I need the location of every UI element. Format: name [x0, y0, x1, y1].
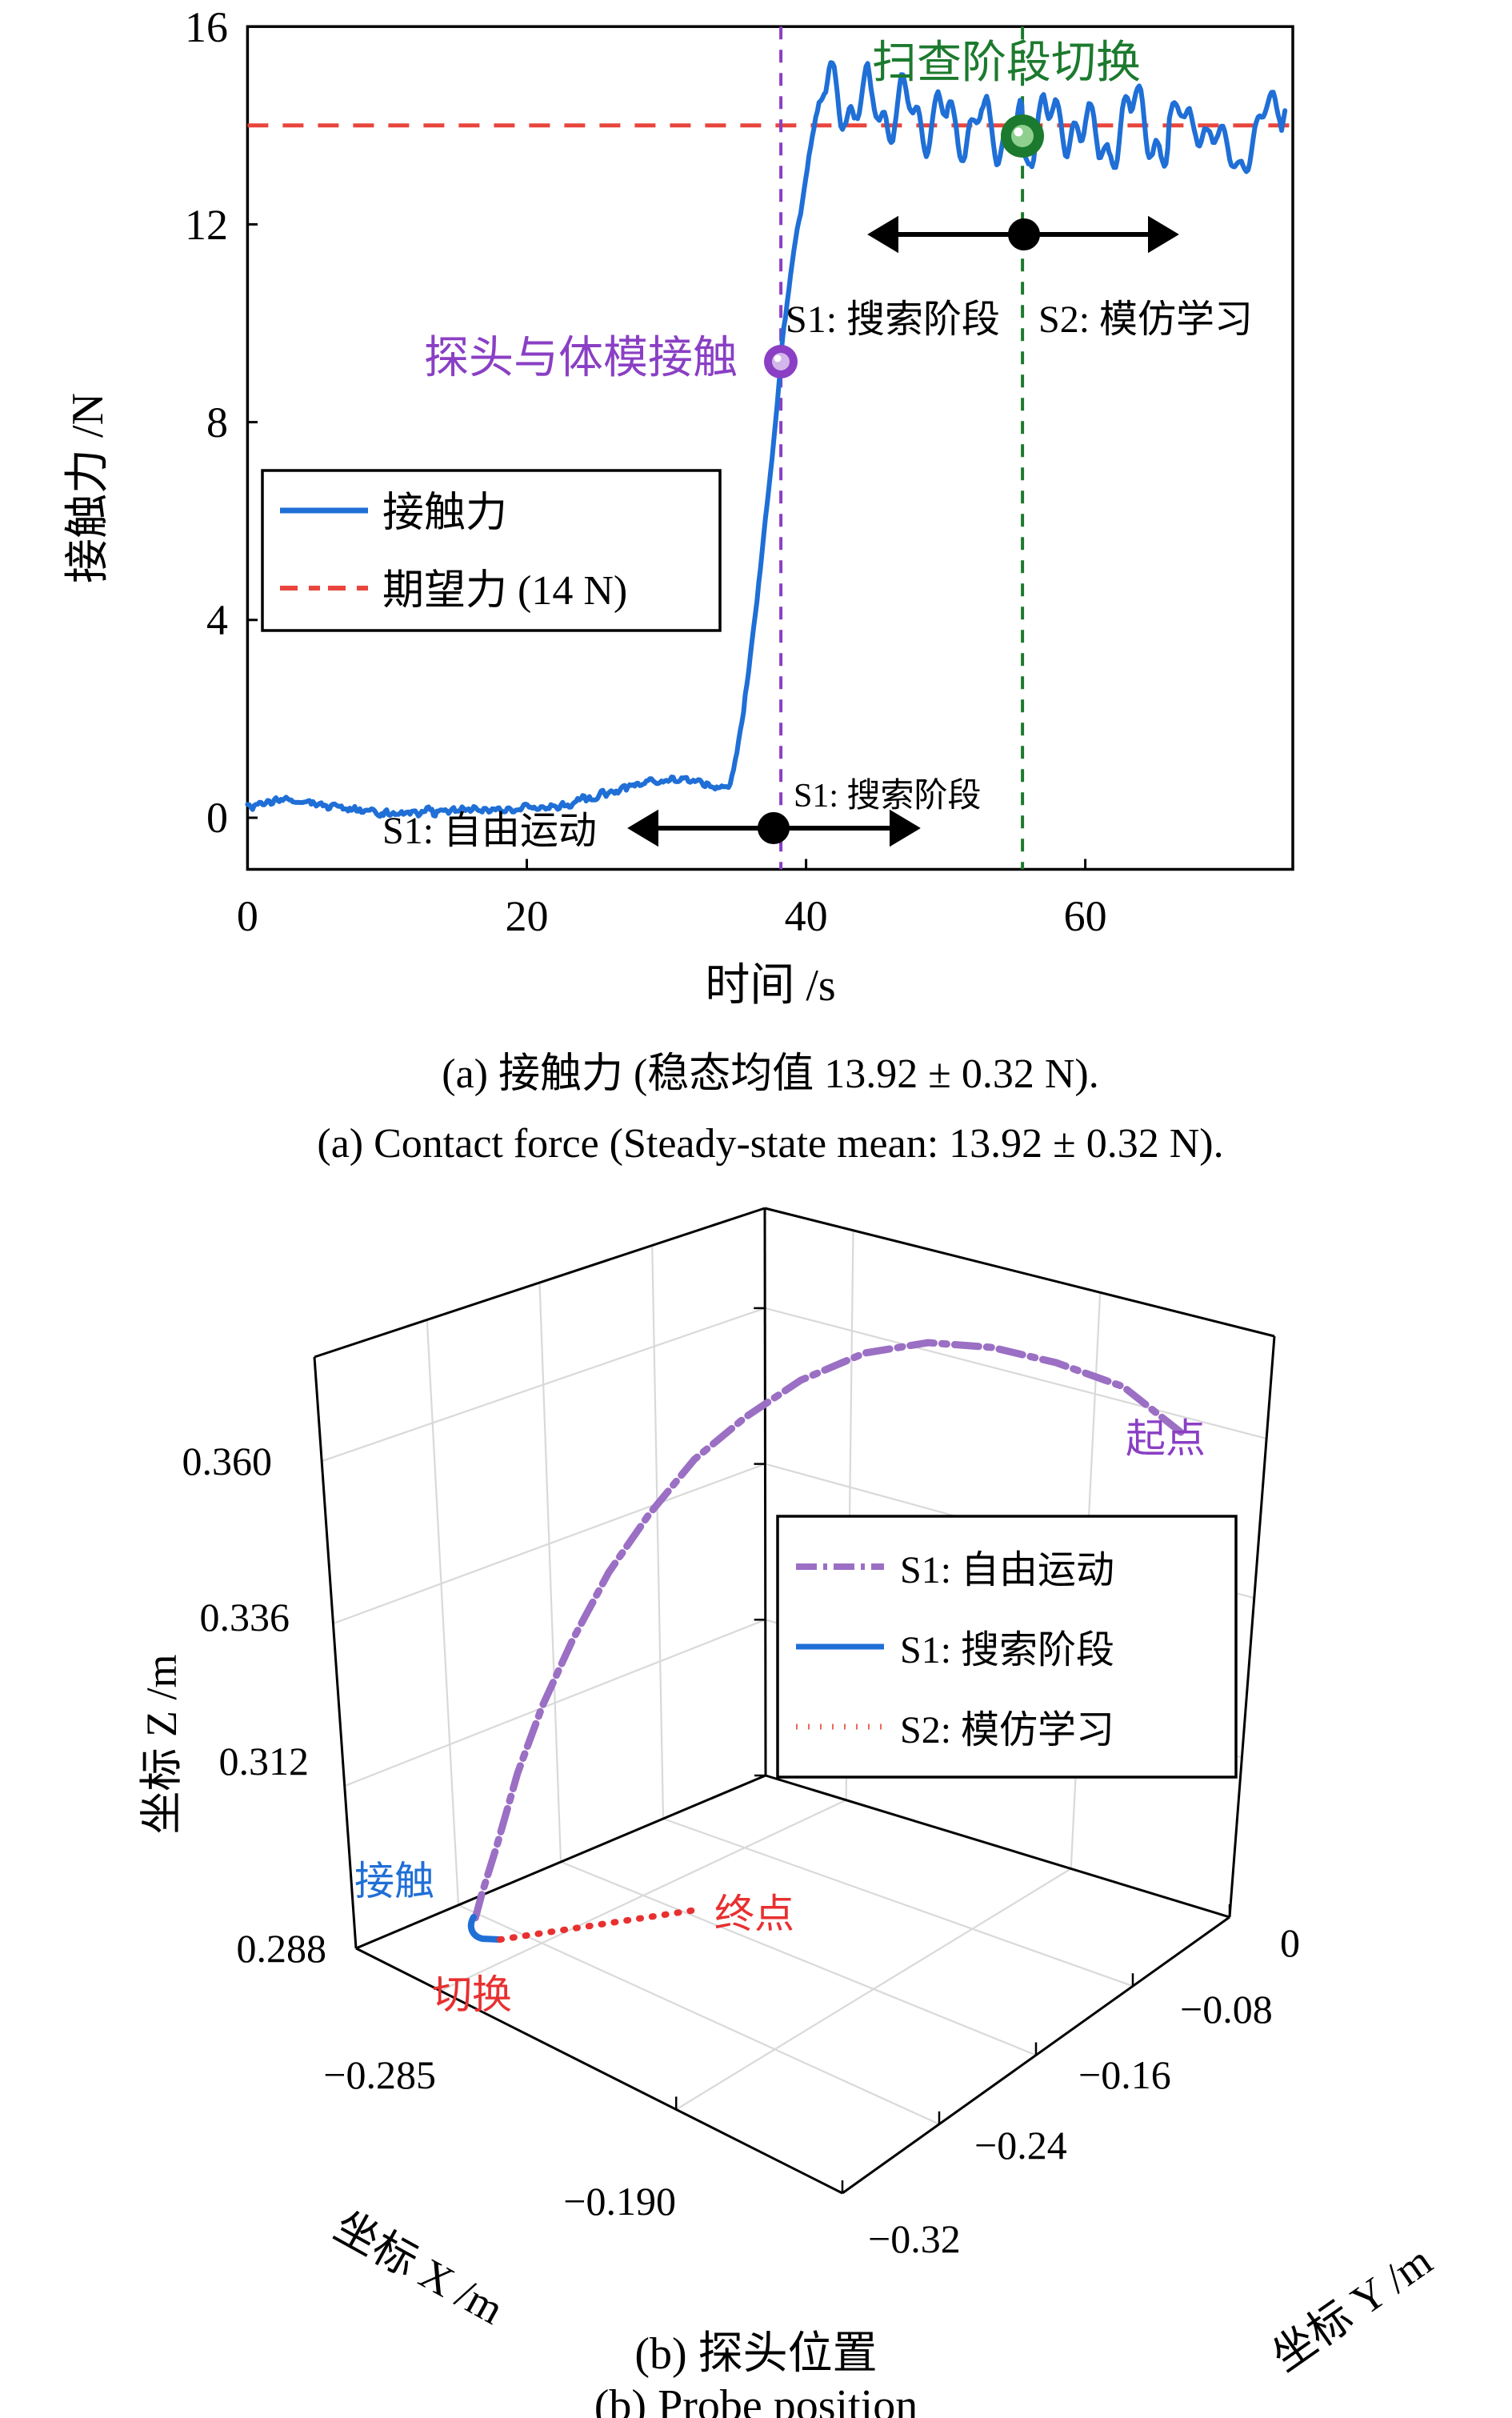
- svg-text:0.336: 0.336: [200, 1595, 290, 1639]
- svg-text:S2: 模仿学习: S2: 模仿学习: [900, 1709, 1114, 1751]
- svg-text:−0.16: −0.16: [1078, 2052, 1171, 2097]
- svg-text:S1: 自由运动: S1: 自由运动: [900, 1549, 1114, 1591]
- svg-text:−0.285: −0.285: [323, 2052, 436, 2097]
- svg-text:S1: 搜索阶段: S1: 搜索阶段: [900, 1629, 1114, 1671]
- svg-text:−0.190: −0.190: [563, 2179, 676, 2224]
- svg-text:−0.08: −0.08: [1180, 1987, 1273, 2032]
- svg-text:(b) 探头位置: (b) 探头位置: [634, 2329, 877, 2379]
- svg-text:切换: 切换: [432, 1972, 512, 2017]
- svg-text:接触: 接触: [354, 1859, 434, 1904]
- svg-text:0.312: 0.312: [219, 1739, 310, 1783]
- svg-text:(b) Probe position: (b) Probe position: [594, 2381, 918, 2418]
- svg-text:坐标 Z /m: 坐标 Z /m: [138, 1655, 186, 1835]
- svg-text:坐标 X /m: 坐标 X /m: [326, 2202, 511, 2333]
- svg-text:0.360: 0.360: [182, 1439, 273, 1483]
- svg-text:坐标 Y /m: 坐标 Y /m: [1263, 2236, 1441, 2380]
- svg-text:0: 0: [1280, 1920, 1300, 1965]
- svg-text:−0.32: −0.32: [868, 2216, 961, 2261]
- svg-text:−0.24: −0.24: [974, 2123, 1067, 2168]
- svg-text:0.288: 0.288: [237, 1926, 327, 1971]
- svg-text:起点: 起点: [1126, 1416, 1206, 1461]
- svg-text:终点: 终点: [714, 1892, 794, 1936]
